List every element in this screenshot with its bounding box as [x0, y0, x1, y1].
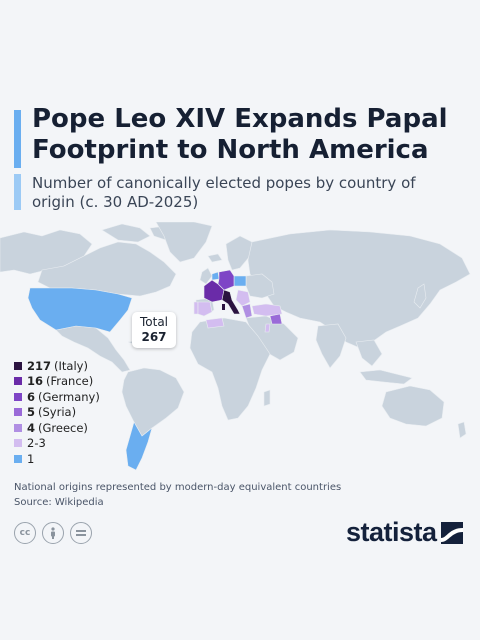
- legend-value: 5: [27, 405, 36, 420]
- mexico-region: [55, 325, 131, 373]
- greece-region: [241, 303, 253, 319]
- legend-value: 217: [27, 358, 52, 373]
- legend-label: (France): [46, 374, 94, 389]
- germany-region: [217, 269, 235, 291]
- legend-item: 1: [14, 451, 100, 467]
- japan-region: [413, 283, 427, 309]
- legend-label: (Syria): [38, 405, 77, 420]
- poland-region: [233, 275, 247, 287]
- usa-region: [27, 287, 133, 333]
- legend-item: 4 (Greece): [14, 420, 100, 436]
- netherlands-region: [211, 271, 220, 281]
- source-text: Source: Wikipedia: [14, 497, 104, 508]
- world-map: [0, 222, 471, 471]
- subtitle-accent-bar: [14, 174, 21, 210]
- footnote-text: National origins represented by modern-d…: [14, 482, 342, 493]
- legend-swatch: [14, 408, 22, 417]
- scandinavia-region: [225, 235, 253, 271]
- argentina-region: [125, 421, 153, 471]
- cc-icon[interactable]: cc: [14, 522, 36, 544]
- balkans-region: [235, 289, 251, 307]
- statista-brand[interactable]: statista: [346, 517, 463, 548]
- statista-logo-icon: [440, 521, 463, 544]
- page-subtitle: Number of canonically elected popes by c…: [32, 174, 416, 211]
- total-callout: Total 267: [132, 312, 176, 348]
- italy-region: [221, 289, 241, 315]
- madagascar-region: [263, 389, 271, 407]
- page-title: Pope Leo XIV Expands Papal Footprint to …: [32, 104, 448, 165]
- legend-value: 16: [27, 374, 44, 389]
- south-america-region: [121, 367, 185, 437]
- iceland-region: [207, 253, 223, 263]
- legend-value: 4: [27, 420, 36, 435]
- license-icons: cc: [14, 522, 92, 544]
- legend-swatch: [14, 361, 22, 370]
- se-asia-region: [355, 339, 383, 367]
- spain-region: [197, 301, 213, 317]
- australia-region: [381, 385, 445, 427]
- india-region: [315, 323, 347, 369]
- legend-swatch: [14, 392, 22, 401]
- eastern-europe-region: [245, 273, 275, 299]
- legend-swatch: [14, 423, 22, 432]
- indonesia-region: [359, 369, 413, 385]
- map-legend: 217 (Italy) 16 (France) 6 (Germany) 5 (S…: [14, 358, 100, 467]
- legend-item: 217 (Italy): [14, 358, 100, 374]
- legend-item: 16 (France): [14, 374, 100, 390]
- sardinia-region: [222, 304, 225, 310]
- syria-region: [269, 313, 283, 325]
- attribution-icon[interactable]: [42, 522, 64, 544]
- footnote: National origins represented by modern-d…: [14, 480, 341, 510]
- africa-region: [189, 317, 271, 421]
- legend-swatch: [14, 377, 22, 386]
- asia-region: [247, 229, 471, 349]
- north-africa-region: [205, 317, 225, 329]
- uk-region: [199, 267, 213, 285]
- legend-label: (Germany): [38, 389, 100, 404]
- legend-value: 6: [27, 389, 36, 404]
- legend-value: 1: [27, 451, 35, 466]
- no-derivatives-icon[interactable]: [70, 522, 92, 544]
- total-value: 267: [141, 330, 167, 344]
- legend-label: (Greece): [38, 420, 88, 435]
- portugal-region: [193, 301, 199, 315]
- legend-swatch: [14, 454, 22, 463]
- legend-label: (Italy): [54, 358, 88, 373]
- legend-value: 2-3: [27, 436, 46, 451]
- greenland-region: [155, 222, 213, 263]
- legend-item: 5 (Syria): [14, 405, 100, 421]
- turkey-region: [251, 303, 283, 317]
- new-zealand-region: [457, 421, 467, 439]
- israel-region: [264, 323, 271, 333]
- brand-wordmark: statista: [346, 517, 437, 547]
- arctic-islands: [101, 223, 151, 243]
- total-label: Total: [139, 315, 169, 329]
- legend-item: 6 (Germany): [14, 389, 100, 405]
- legend-item: 2-3: [14, 436, 100, 452]
- legend-swatch: [14, 439, 22, 448]
- title-accent-bar: [14, 110, 21, 168]
